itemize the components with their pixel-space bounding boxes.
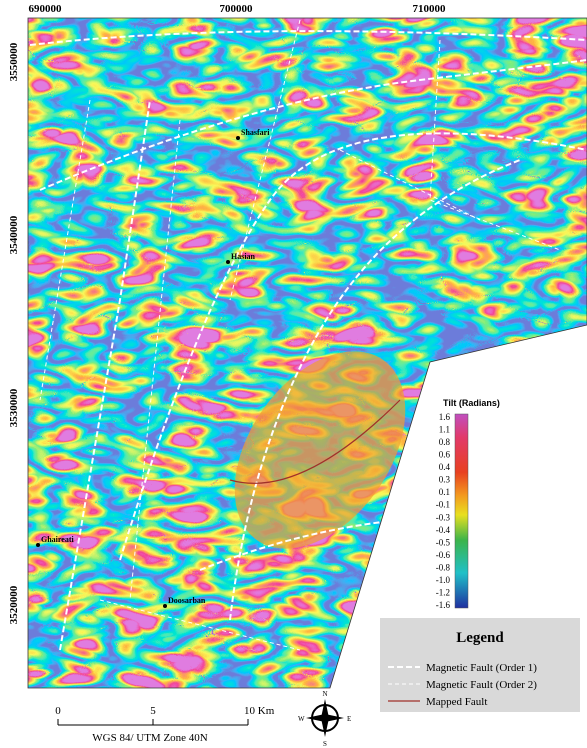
y-coordinate: 3550000 (8, 42, 20, 81)
legend-item: Magnetic Fault (Order 2) (426, 679, 537, 691)
map-figure: 690000 700000 710000 3550000 3540000 3530000 3… (0, 0, 587, 748)
scale-tick-label: 5 (150, 705, 156, 717)
colorbar-label: 0.3 (439, 475, 451, 485)
south-label: S (323, 740, 327, 748)
colorbar-label: -0.5 (436, 537, 451, 547)
place-marker (226, 260, 230, 264)
colorbar-label: 0.8 (439, 437, 451, 447)
x-coordinate: 700000 (220, 3, 254, 15)
place-marker (36, 543, 40, 547)
north-label: N (322, 690, 327, 698)
scale-tick-label: 0 (55, 705, 61, 717)
place-marker (236, 136, 240, 140)
y-coordinate: 3530000 (8, 388, 20, 427)
colorbar (455, 414, 468, 608)
colorbar-label: 1.6 (439, 412, 451, 422)
y-coordinate: 3520000 (8, 585, 20, 624)
colorbar-label: 0.6 (439, 450, 451, 460)
colorbar-label: 1.1 (439, 425, 450, 435)
place-name: Hasian (231, 252, 256, 261)
x-coordinate: 690000 (29, 3, 63, 15)
scale-caption: WGS 84/ UTM Zone 40N (92, 732, 208, 744)
north-arrow: N E S W (298, 690, 351, 748)
colorbar-label: -1.2 (436, 587, 450, 597)
x-coordinate: 710000 (413, 3, 447, 15)
colorbar-label: -0.4 (436, 525, 451, 535)
place-name: Ghaireati (41, 535, 75, 544)
legend-title: Legend (456, 630, 504, 646)
colorbar-label: -0.6 (436, 550, 451, 560)
legend-item: Mapped Fault (426, 696, 487, 708)
tilt-map (28, 18, 587, 688)
place-marker (163, 604, 167, 608)
place-name: Doosarban (168, 596, 206, 605)
legend-item: Magnetic Fault (Order 1) (426, 662, 537, 674)
colorbar-title: Tilt (Radians) (443, 398, 500, 408)
colorbar-label: -1.6 (436, 600, 451, 610)
colorbar-label: 0.4 (439, 462, 451, 472)
colorbar-label: -0.1 (436, 500, 450, 510)
place-name: Shasfari (241, 128, 270, 137)
colorbar-label: -0.8 (436, 562, 451, 572)
east-label: E (347, 715, 351, 723)
scale-tick-label: 10 Km (244, 705, 275, 717)
scale-bar (58, 719, 248, 725)
colorbar-label: -1.0 (436, 575, 451, 585)
colorbar-label: 0.1 (439, 487, 450, 497)
y-coordinate: 3540000 (8, 215, 20, 254)
west-label: W (298, 715, 305, 723)
colorbar-label: -0.3 (436, 512, 451, 522)
